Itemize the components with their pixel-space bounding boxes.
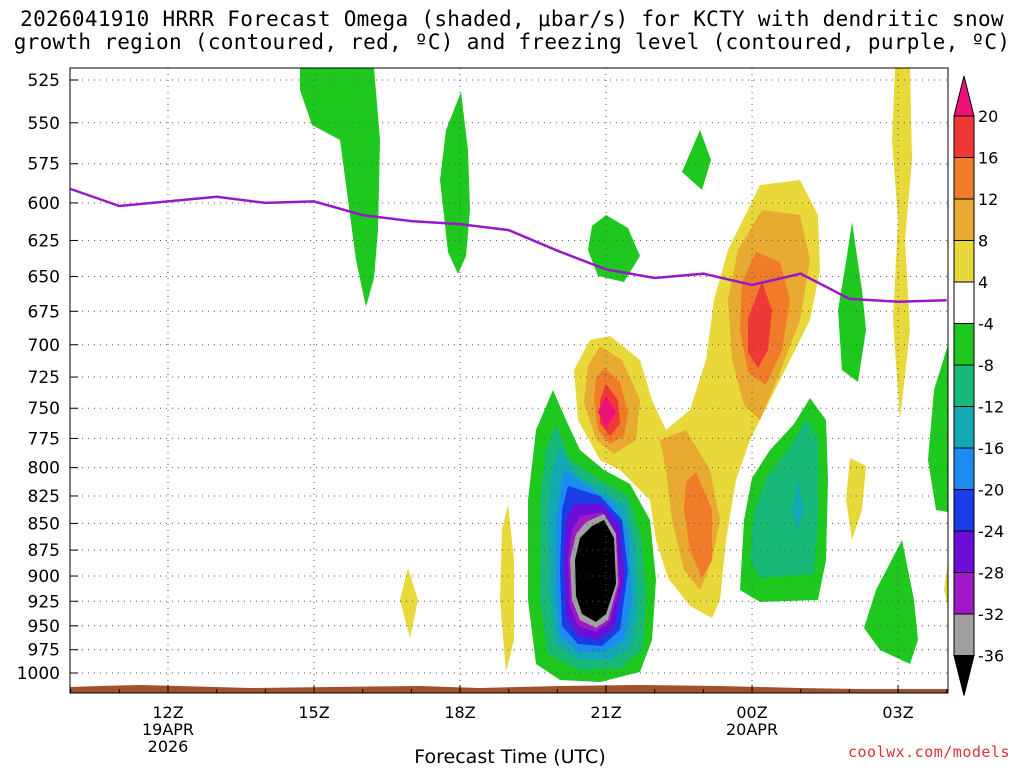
- y-tick-label: 875: [28, 541, 60, 561]
- colorbar-segment: [953, 198, 975, 241]
- omega-contour: [682, 130, 711, 190]
- grid: [70, 68, 948, 693]
- colorbar-segment: [953, 240, 975, 283]
- colorbar-label: -24: [978, 522, 1004, 541]
- colorbar-label: -32: [978, 605, 1004, 624]
- omega-shading: [70, 68, 948, 693]
- colorbar-segment: [953, 157, 975, 200]
- omega-contour: [684, 472, 712, 578]
- x-tick-date: 19APR: [142, 720, 194, 739]
- omega-contour: [864, 540, 918, 664]
- colorbar-segment: [953, 489, 975, 532]
- colorbar-label: -8: [978, 356, 994, 375]
- y-tick-label: 775: [28, 429, 60, 449]
- pressure-axis: 525 550 575 600 625 650 675 700 725 750 775 800 825 8…: [17, 71, 78, 684]
- colorbar-segment: [953, 406, 975, 449]
- omega-contour: [846, 458, 866, 540]
- omega-contour: [500, 504, 514, 672]
- chart-title: 2026041910 HRRR Forecast Omega (shaded, …: [0, 8, 1024, 54]
- y-tick-label: 1000: [17, 664, 60, 684]
- colorbar-label: -28: [978, 564, 1004, 583]
- x-tick-label: 21Z: [590, 703, 621, 722]
- omega-contour: [792, 480, 804, 530]
- y-tick-label: 675: [28, 302, 60, 322]
- colorbar-segment: [953, 572, 975, 615]
- omega-contour: [440, 92, 470, 274]
- y-tick-label: 900: [28, 567, 60, 587]
- colorbar-segment: [953, 613, 975, 656]
- title-line-1: 2026041910 HRRR Forecast Omega (shaded, …: [20, 7, 1004, 31]
- colorbar-label: 4: [978, 273, 988, 292]
- y-tick-label: 575: [28, 155, 60, 175]
- colorbar-top-arrow: [953, 75, 975, 117]
- y-tick-label: 600: [28, 194, 60, 214]
- title-line-2: growth region (contoured, red, ºC) and f…: [13, 30, 1011, 54]
- y-tick-label: 550: [28, 114, 60, 134]
- colorbar-label: 12: [978, 190, 998, 209]
- x-tick-label: 15Z: [298, 703, 329, 722]
- colorbar-label: -20: [978, 481, 1004, 500]
- y-tick-label: 950: [28, 617, 60, 637]
- omega-contour: [892, 68, 912, 420]
- credit-text: coolwx.com/models: [847, 743, 1010, 761]
- y-tick-label: 650: [28, 268, 60, 288]
- y-tick-label: 925: [28, 592, 60, 612]
- omega-contour: [400, 568, 418, 638]
- y-tick-label: 850: [28, 514, 60, 534]
- y-tick-label: 525: [28, 71, 60, 91]
- x-tick-label: 12Z: [152, 703, 183, 722]
- x-tick-label: 00Z: [736, 703, 767, 722]
- y-tick-label: 750: [28, 399, 60, 419]
- colorbar-label: -12: [978, 398, 1004, 417]
- x-tick-year: 2026: [148, 737, 189, 756]
- colorbar-bottom-arrow: [953, 655, 975, 696]
- y-tick-label: 625: [28, 231, 60, 251]
- colorbar-segment: [953, 530, 975, 573]
- x-tick-date: 20APR: [726, 720, 778, 739]
- omega-contour: [838, 222, 866, 382]
- y-tick-label: 975: [28, 641, 60, 661]
- freezing-level-line: [70, 187, 947, 303]
- x-tick-label: 18Z: [444, 703, 475, 722]
- omega-contour: [598, 396, 616, 428]
- x-tick-label: 03Z: [882, 703, 913, 722]
- omega-contour: [750, 418, 818, 578]
- colorbar-label: 8: [978, 232, 988, 251]
- y-tick-label: 700: [28, 336, 60, 356]
- colorbar-label: -4: [978, 315, 994, 334]
- colorbar-label: -16: [978, 439, 1004, 458]
- colorbar-label: 16: [978, 149, 998, 168]
- colorbar-segment: [953, 323, 975, 366]
- colorbar-segment: [953, 364, 975, 407]
- colorbar-segment: [953, 115, 975, 158]
- omega-contour: [928, 345, 948, 512]
- colorbar-segment: [953, 447, 975, 490]
- x-axis-label: Forecast Time (UTC): [414, 746, 606, 768]
- omega-contour: [300, 68, 380, 307]
- colorbar-label: 20: [978, 107, 998, 126]
- colorbar: 20 16 12 8 4 -4 -8 -12 -16 -20 -24 -28 -32 -36: [953, 75, 1004, 696]
- colorbar-label: -36: [978, 647, 1004, 666]
- y-tick-label: 800: [28, 459, 60, 479]
- omega-contour: [588, 215, 640, 282]
- y-tick-label: 825: [28, 487, 60, 507]
- omega-contour: [944, 562, 948, 606]
- y-tick-label: 725: [28, 368, 60, 388]
- omega-contour: [748, 282, 772, 368]
- colorbar-segment: [953, 281, 975, 324]
